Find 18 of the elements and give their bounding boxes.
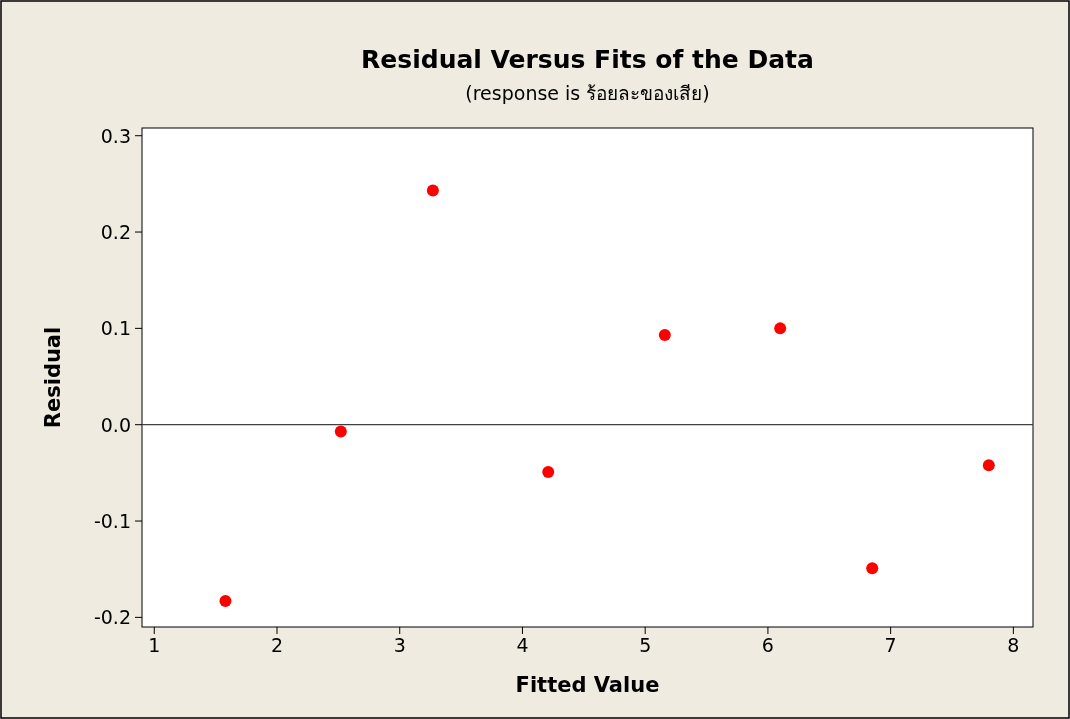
chart-title: Residual Versus Fits of the Data bbox=[361, 45, 814, 74]
x-tick-label: 7 bbox=[884, 634, 897, 656]
y-tick-label: -0.1 bbox=[93, 510, 131, 533]
x-tick-label: 5 bbox=[639, 634, 652, 656]
y-tick-label: 0.2 bbox=[100, 221, 131, 244]
y-tick-label: -0.2 bbox=[93, 606, 131, 629]
x-tick-label: 8 bbox=[1007, 634, 1020, 656]
x-tick-label: 6 bbox=[761, 634, 774, 656]
chart-subtitle: (response is ร้อยละของเสีย) bbox=[465, 82, 710, 104]
x-tick-label: 1 bbox=[148, 634, 161, 656]
x-tick-label: 2 bbox=[270, 634, 284, 656]
x-tick-label: 4 bbox=[516, 634, 529, 656]
x-axis-title: Fitted Value bbox=[515, 673, 660, 697]
x-tick-label: 3 bbox=[393, 634, 406, 656]
y-axis-title: Residual bbox=[41, 326, 65, 429]
y-tick-label: 0.0 bbox=[100, 413, 131, 436]
y-tick-label: 0.3 bbox=[100, 124, 131, 147]
y-tick-label: 0.1 bbox=[100, 317, 131, 340]
